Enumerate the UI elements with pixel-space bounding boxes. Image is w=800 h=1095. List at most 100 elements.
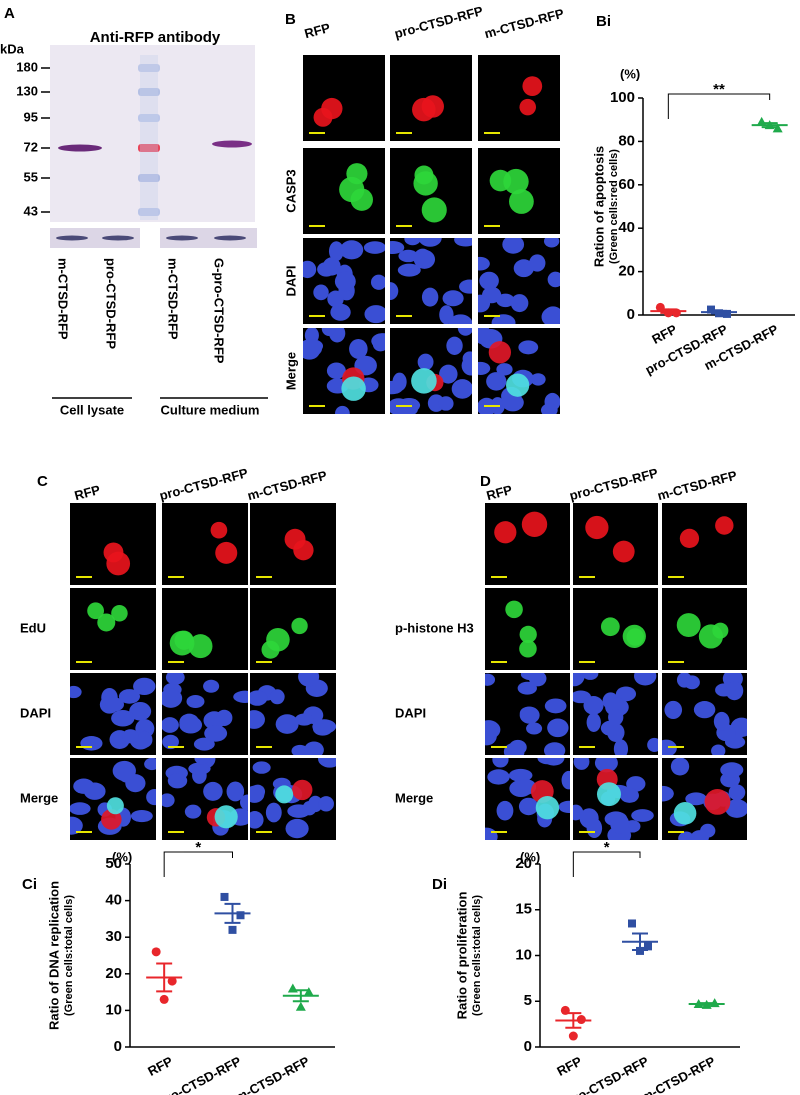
panel-label: A <box>4 5 15 22</box>
band <box>102 235 134 241</box>
nucleus <box>439 364 458 384</box>
marker-label: 72 <box>24 139 38 154</box>
y-tick-label: 100 <box>610 89 635 106</box>
cell <box>101 809 122 830</box>
cell <box>519 640 537 658</box>
nucleus <box>633 673 657 686</box>
nucleus <box>413 248 432 268</box>
point <box>655 302 665 312</box>
cell <box>350 188 373 211</box>
cell <box>411 368 437 394</box>
nucleus <box>421 287 439 307</box>
cells <box>478 238 560 324</box>
row-label: CASP3 <box>283 169 298 212</box>
cells <box>87 602 128 632</box>
nucleus <box>349 338 368 359</box>
cells <box>261 617 308 659</box>
point <box>701 999 712 1009</box>
cell <box>106 797 124 815</box>
row-label: Merge <box>283 352 298 390</box>
nucleus <box>517 681 537 695</box>
point <box>560 1005 570 1015</box>
nucleus <box>451 379 472 399</box>
blot-strip <box>50 228 140 248</box>
nucleus <box>728 784 746 801</box>
nucleus <box>626 776 646 792</box>
lane-label: pro-CTSD-RFP <box>104 258 119 349</box>
nucleus <box>364 305 385 324</box>
unit-label: kDa <box>0 41 25 56</box>
cells <box>662 758 747 840</box>
cells <box>573 673 658 755</box>
y-tick-label: 0 <box>627 306 635 323</box>
nucleus <box>631 809 654 822</box>
point <box>576 1015 586 1025</box>
nucleus <box>318 796 334 812</box>
point <box>287 983 298 993</box>
nucleus <box>335 405 350 414</box>
chart-title: Bi <box>596 13 611 30</box>
y-tick-label: 80 <box>618 132 635 149</box>
point <box>151 947 161 957</box>
nucleus <box>167 773 188 789</box>
nucleus <box>313 284 329 301</box>
nucleus <box>492 758 509 768</box>
cell <box>626 628 644 646</box>
nucleus <box>662 785 674 802</box>
nucleus <box>518 797 539 816</box>
nucleus <box>582 673 599 680</box>
nucleus <box>448 314 472 324</box>
nucleus <box>510 294 529 313</box>
nucleus <box>188 762 211 775</box>
micrograph <box>573 503 658 585</box>
nucleus <box>486 372 507 391</box>
cells <box>162 673 248 751</box>
cells <box>676 613 729 649</box>
nucleus <box>583 696 604 715</box>
nucleus <box>370 274 385 290</box>
marker-label: 43 <box>24 203 38 218</box>
nucleus <box>442 290 464 307</box>
nucleus <box>478 361 491 375</box>
nucleus <box>547 718 569 738</box>
cell <box>519 98 537 116</box>
nucleus <box>485 720 501 740</box>
nucleus <box>438 396 454 411</box>
point <box>636 946 644 955</box>
point <box>764 120 775 130</box>
cells <box>600 617 646 648</box>
nucleus <box>318 758 336 768</box>
cells <box>412 95 444 122</box>
nucleus <box>508 739 527 755</box>
point <box>236 911 245 920</box>
cell <box>676 613 701 637</box>
y-tick-label: 15 <box>515 901 532 918</box>
nucleus <box>250 710 265 729</box>
y-tick-label: 20 <box>618 263 635 280</box>
marker-label: 95 <box>24 109 38 124</box>
cell <box>679 528 700 549</box>
nucleus <box>184 804 202 819</box>
cells <box>485 758 570 840</box>
cell <box>421 197 447 223</box>
point <box>756 116 767 126</box>
cells <box>494 511 548 544</box>
cell <box>522 76 543 97</box>
nucleus <box>513 259 534 278</box>
nucleus <box>216 709 233 726</box>
cell <box>519 625 537 644</box>
nucleus <box>203 781 223 801</box>
nucleus <box>547 271 560 288</box>
error-bar <box>156 962 173 993</box>
nucleus <box>330 303 351 321</box>
nucleus <box>478 328 491 345</box>
row-label: Merge <box>395 790 433 805</box>
cell <box>506 373 530 397</box>
nucleus <box>226 781 245 802</box>
cell <box>596 782 621 807</box>
unit-label: (%) <box>112 849 132 864</box>
nucleus <box>308 795 323 813</box>
nucleus <box>129 701 152 721</box>
nucleus <box>478 397 497 414</box>
significance-label: * <box>604 839 610 856</box>
